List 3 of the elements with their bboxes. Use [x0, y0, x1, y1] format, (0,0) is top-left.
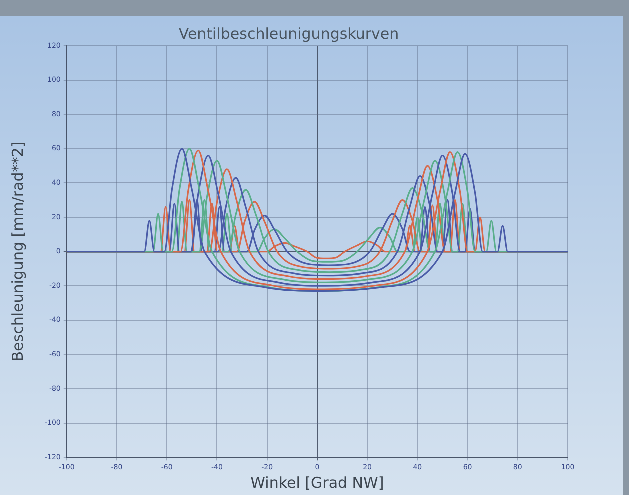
x-axis-title: Winkel [Grad NW] [250, 474, 384, 492]
y-axis-title: Beschleunigung [mm/rad**2] [8, 142, 27, 362]
chart-title: Ventilbeschleunigungskurven [178, 24, 400, 43]
